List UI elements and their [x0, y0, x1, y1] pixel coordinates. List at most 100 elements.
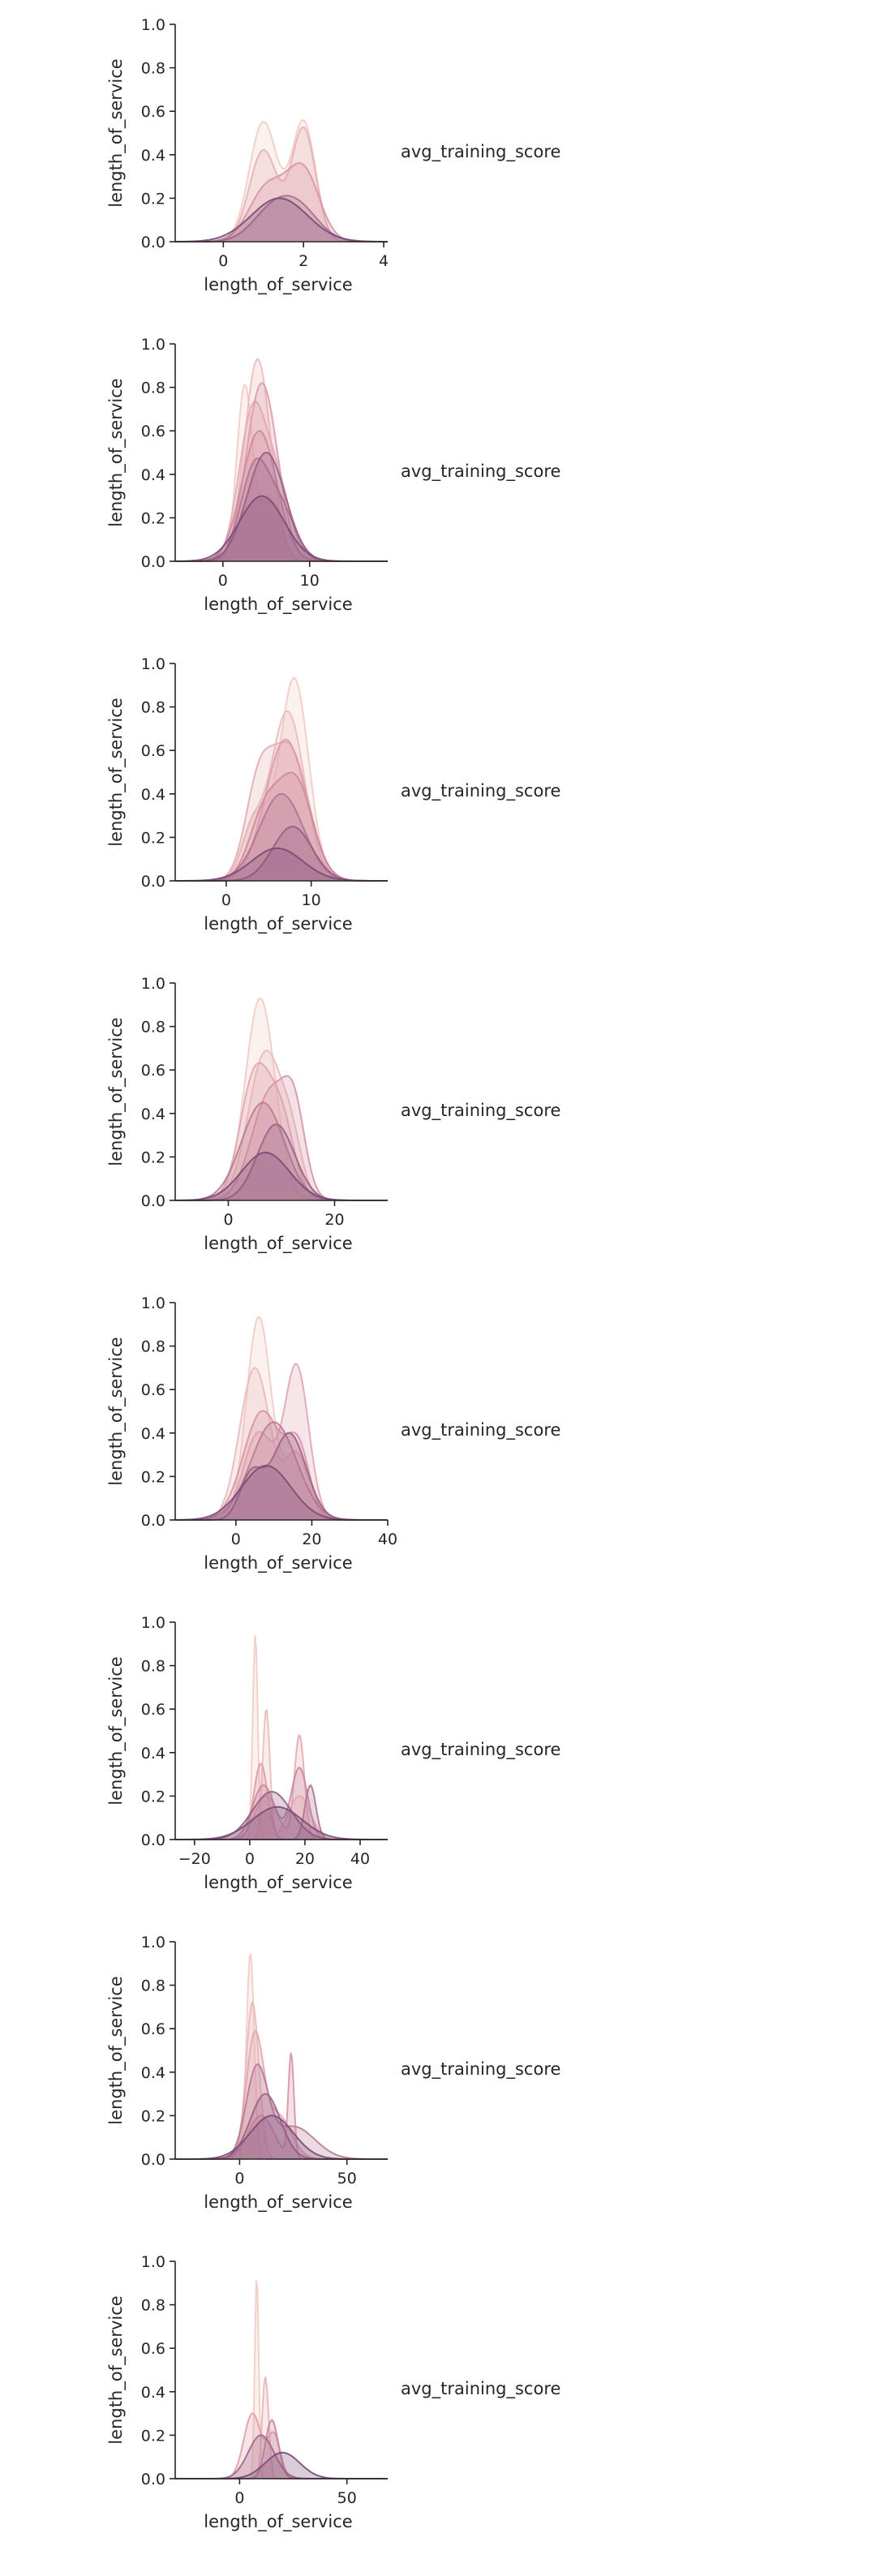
x-tick-label: 50	[337, 2489, 357, 2507]
kde-area-6-5	[175, 1767, 388, 1840]
kde-area-7-3	[175, 2031, 388, 2159]
kde-area-4-2	[175, 1050, 388, 1200]
y-axis-label: length_of_service	[106, 58, 127, 207]
y-tick-label: 0.2	[141, 2427, 165, 2445]
y-axis-label: length_of_service	[106, 698, 127, 846]
x-tick-label: 0	[221, 891, 231, 909]
kde-area-5-6	[175, 1432, 388, 1520]
x-tick-label: 20	[302, 1531, 321, 1548]
y-tick-label: 0.0	[141, 1192, 165, 1210]
kde-area-5-3	[175, 1363, 388, 1520]
y-tick-label: 0.4	[141, 2064, 165, 2082]
y-tick-label: 0.6	[141, 423, 165, 440]
y-tick-label: 0.4	[141, 466, 165, 484]
kde-area-4-7	[175, 1153, 388, 1200]
y-tick-label: 0.4	[141, 1745, 165, 1762]
kde-area-5-4	[175, 1410, 388, 1520]
facet-panel-1: 0.00.20.40.60.81.00 2 4length_of_servicele…	[106, 16, 560, 295]
y-tick-label: 0.6	[141, 103, 165, 121]
kde-area-4-4	[175, 1075, 388, 1200]
x-tick-label: 4	[379, 252, 389, 270]
kde-area-2-7	[175, 453, 388, 561]
kde-area-6-7	[175, 1792, 388, 1840]
y-tick-label: 0.4	[141, 786, 165, 804]
y-tick-label: 0.8	[141, 1019, 165, 1037]
x-axis-label: length_of_service	[204, 595, 352, 615]
y-tick-label: 0.0	[141, 1512, 165, 1530]
y-axis-label: length_of_service	[106, 1337, 127, 1485]
y-tick-label: 0.6	[141, 1381, 165, 1399]
kde-area-3-2	[175, 711, 388, 881]
kde-area-5-7	[175, 1466, 388, 1520]
y-tick-label: 1.0	[141, 336, 165, 354]
y-tick-label: 0.6	[141, 2340, 165, 2358]
y-tick-label: 0.6	[141, 1701, 165, 1719]
legend-title: avg_training_score	[401, 462, 560, 482]
legend-title: avg_training_score	[401, 781, 560, 801]
facet-panel-3: 0.00.20.40.60.81.00 10length_of_servicele…	[106, 655, 560, 934]
kde-area-8-1	[175, 2280, 388, 2479]
x-tick-label: 10	[302, 891, 321, 909]
x-tick-label: 0	[234, 2489, 244, 2507]
x-tick-label: 10	[300, 572, 320, 590]
legend-title: avg_training_score	[401, 1740, 560, 1760]
y-tick-label: 0.2	[141, 190, 165, 208]
kde-area-2-4	[175, 383, 388, 561]
y-tick-label: 0.6	[141, 1062, 165, 1080]
x-axis-label: length_of_service	[204, 1553, 352, 1574]
y-tick-label: 0.4	[141, 147, 165, 165]
y-tick-label: 1.0	[141, 655, 165, 673]
kde-area-2-6	[175, 457, 388, 561]
x-tick-label: 2	[298, 252, 308, 270]
kde-area-3-8	[175, 848, 388, 881]
y-tick-label: 0.0	[141, 2151, 165, 2169]
kde-area-3-5	[175, 772, 388, 881]
y-axis-label: length_of_service	[106, 2295, 127, 2444]
y-tick-label: 0.4	[141, 1106, 165, 1123]
kde-area-4-1	[175, 998, 388, 1200]
y-tick-label: 0.8	[141, 699, 165, 717]
legend-title: avg_training_score	[401, 2379, 560, 2399]
x-tick-label: 20	[295, 1850, 315, 1868]
facet-panel-6: 0.0 0.2 0.4 0.6 0.8 1.0 −20 0 20 40 length_of_serv…	[106, 1614, 560, 1893]
x-tick-label: 0	[245, 1850, 255, 1868]
y-tick-label: 0.0	[141, 2471, 165, 2488]
x-tick-label: 0	[231, 1531, 241, 1548]
x-tick-label: 40	[350, 1850, 370, 1868]
kde-area-5-5	[175, 1422, 388, 1520]
y-tick-label: 1.0	[141, 1934, 165, 1951]
legend-title: avg_training_score	[401, 1101, 560, 1121]
legend-title: avg_training_score	[401, 2059, 560, 2080]
facet-panel-8: 0.00.20.40.60.81.00 50length_of_servicele…	[106, 2253, 560, 2532]
y-tick-label: 0.4	[141, 1425, 165, 1443]
y-axis-label: length_of_service	[106, 1017, 127, 1166]
y-tick-label: 0.8	[141, 60, 165, 78]
kde-area-5-2	[175, 1367, 388, 1520]
kde-area-5-1	[175, 1316, 388, 1520]
kde-area-3-3	[175, 741, 388, 881]
x-axis-label: length_of_service	[204, 1873, 352, 1893]
x-axis-label: length_of_service	[204, 2192, 352, 2213]
kde-area-7-7	[175, 2115, 388, 2159]
y-tick-label: 1.0	[141, 2253, 165, 2271]
y-axis-label: length_of_service	[106, 1656, 127, 1805]
y-tick-label: 1.0	[141, 1294, 165, 1312]
y-tick-label: 0.2	[141, 1148, 165, 1166]
x-tick-label: −20	[178, 1850, 211, 1868]
facet-panel-2: 0.00.20.40.60.81.00 10length_of_servicele…	[106, 336, 560, 615]
y-tick-label: 0.6	[141, 742, 165, 760]
kde-area-1-2	[175, 127, 388, 242]
kde-area-3-4	[175, 739, 388, 881]
x-axis-label: length_of_service	[204, 2512, 352, 2532]
legend-title: avg_training_score	[401, 142, 560, 162]
y-tick-label: 0.2	[141, 1468, 165, 1486]
y-tick-label: 1.0	[141, 16, 165, 34]
kde-area-3-1	[175, 678, 388, 881]
y-tick-label: 1.0	[141, 1614, 165, 1632]
x-tick-label: 40	[378, 1531, 397, 1548]
kde-area-7-6	[175, 2093, 388, 2159]
y-tick-label: 0.0	[141, 1831, 165, 1849]
kde-area-1-5	[175, 198, 388, 242]
facet-panel-5: 0.0 0.2 0.4 0.6 0.8 1.0 0 20 40 length_of_service…	[106, 1294, 560, 1574]
